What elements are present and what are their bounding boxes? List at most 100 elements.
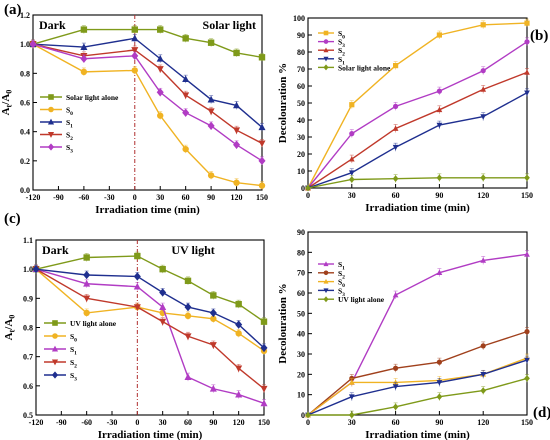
text-span: S (70, 371, 74, 380)
text-span: S (338, 260, 342, 269)
legend-label: Solar light alone (66, 93, 119, 102)
series-s0 (29, 39, 266, 190)
region-label-dark: Dark (39, 18, 66, 32)
x-tick-label: 90 (209, 418, 217, 427)
legend-label: S1 (70, 345, 77, 357)
data-point (524, 174, 530, 182)
data-point (323, 56, 329, 62)
legend-label: Solar light alone (338, 63, 391, 72)
y-axis-title: Decolouration % (277, 63, 289, 143)
data-point (349, 102, 355, 108)
data-point (393, 365, 399, 371)
data-point (260, 318, 268, 325)
data-point (323, 64, 329, 71)
text-span: Solar light alone (338, 63, 391, 72)
legend-label: S2 (66, 131, 73, 143)
y-tick-label: 0.2 (20, 157, 30, 166)
x-tick-label: 0 (306, 191, 310, 200)
legend-entry: S0 (318, 29, 345, 41)
y-tick-label: 90 (297, 31, 305, 40)
y-tick-label: 1.1 (23, 236, 33, 245)
data-point (133, 304, 141, 311)
legend-entry: UV light alone (44, 319, 117, 328)
x-tick-label: 30 (156, 193, 164, 202)
text-span: A (0, 107, 12, 115)
y-tick-label: 0.5 (23, 411, 33, 420)
x-tick-label: 0 (135, 418, 139, 427)
text-span: 2 (70, 136, 73, 142)
x-tick-label: 30 (159, 418, 167, 427)
y-tick-label: 90 (297, 228, 305, 237)
panel-label: (c) (4, 211, 21, 227)
series-solar-light-alone (305, 173, 530, 192)
text-span: S (338, 278, 342, 287)
text-span: S (338, 46, 342, 55)
data-point (182, 35, 189, 42)
panel-label: (d) (533, 405, 550, 421)
data-point (209, 384, 217, 392)
series-line (32, 28, 263, 58)
data-point (47, 143, 55, 151)
y-tick-label: 60 (297, 289, 305, 298)
data-point (436, 269, 443, 276)
data-point (207, 95, 215, 103)
x-tick-label: 120 (477, 191, 489, 200)
x-tick-label: 150 (256, 193, 268, 202)
x-axis-title: Irradiation time (min) (95, 204, 200, 216)
data-point (209, 308, 217, 318)
data-point (480, 371, 487, 378)
data-point (348, 176, 355, 183)
data-point (182, 108, 190, 117)
y-tick-label: 60 (297, 82, 305, 91)
data-point (80, 54, 88, 63)
legend-entry: S3 (318, 286, 345, 298)
chart-panel-b: 0 30 60 90 120 1500102030405060708090100Irrad… (277, 14, 548, 214)
data-point (207, 108, 215, 116)
data-point (235, 320, 243, 329)
y-tick-label: 80 (297, 248, 305, 257)
legend-label: S3 (338, 38, 345, 50)
plot-frame (307, 231, 528, 416)
data-point (133, 272, 141, 281)
text-span: S (70, 332, 74, 341)
data-point (258, 182, 266, 189)
legend-label: S1 (338, 55, 345, 67)
legend-entry: S1 (318, 260, 345, 272)
series-line (307, 357, 528, 416)
data-point (323, 261, 329, 267)
data-point (305, 184, 311, 192)
x-tick-label: 60 (392, 418, 400, 427)
text-span: S (338, 55, 342, 64)
series-s0 (305, 353, 530, 418)
text-span: 1 (342, 60, 345, 66)
x-tick-label: 60 (184, 418, 192, 427)
data-point (260, 343, 268, 353)
x-tick-label: 30 (348, 418, 356, 427)
data-point (436, 32, 442, 38)
data-point (159, 288, 167, 297)
text-span: 2 (74, 364, 77, 370)
text-span: A (3, 332, 15, 340)
x-tick-label: 30 (348, 191, 356, 200)
y-tick-label: 0.8 (20, 69, 30, 78)
y-tick-label: 10 (297, 391, 305, 400)
text-span: 0 (342, 283, 345, 289)
data-point (323, 278, 329, 284)
data-point (392, 144, 399, 151)
data-point (133, 282, 141, 290)
y-tick-label: 0.6 (23, 382, 33, 391)
data-point (480, 68, 486, 74)
text-span: S (66, 118, 70, 127)
y-axis-title: At/A0 (3, 315, 17, 341)
y-tick-label: 20 (297, 370, 305, 379)
x-tick-label: 60 (392, 191, 400, 200)
data-point (48, 94, 54, 100)
data-point (392, 379, 399, 385)
data-point (392, 291, 399, 298)
text-span: S (66, 131, 70, 140)
data-point (524, 251, 530, 257)
legend-entry: S3 (44, 371, 77, 383)
text-span: 3 (342, 43, 345, 49)
data-point (131, 51, 139, 60)
legend-entry: S0 (318, 278, 345, 289)
